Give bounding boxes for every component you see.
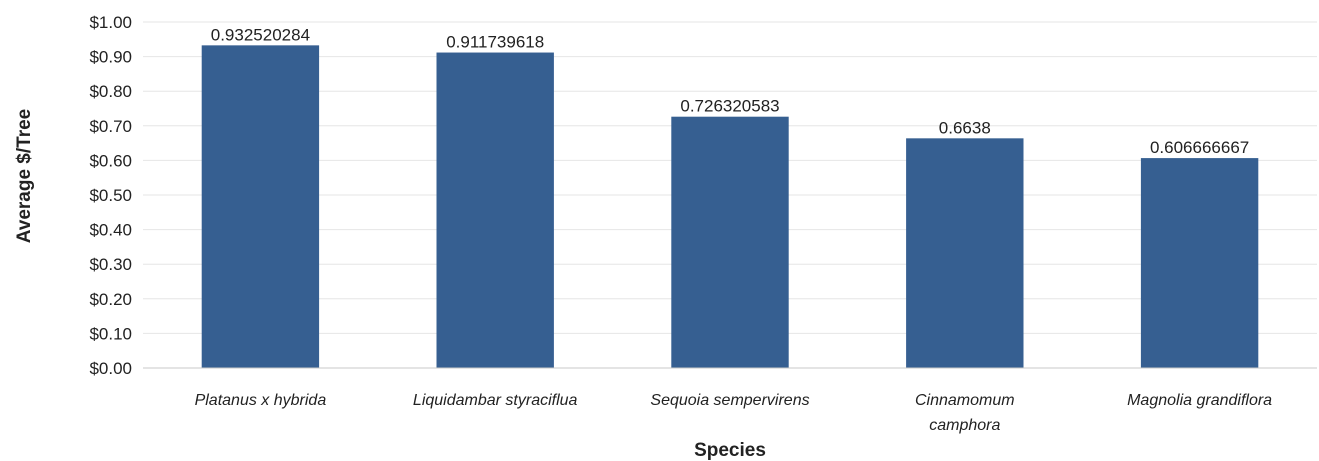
bar [201, 45, 320, 368]
y-axis-title: Average $/Tree [14, 109, 35, 244]
data-label: 0.726320583 [680, 97, 779, 116]
data-label: 0.6638 [939, 118, 991, 137]
data-label: 0.932520284 [211, 25, 310, 44]
x-axis-title: Species [694, 440, 766, 461]
x-axis-categories: Platanus x hybrida Liquidambar styraciflu… [195, 392, 1273, 434]
y-tick-label: $0.30 [89, 255, 132, 274]
x-category-label: Cinnamomum camphora [915, 392, 1015, 434]
y-tick-label: $0.20 [89, 290, 132, 309]
y-tick-label: $0.90 [89, 48, 132, 67]
data-label: 0.911739618 [446, 33, 544, 52]
bar [1140, 158, 1259, 368]
y-tick-label: $0.60 [89, 151, 132, 170]
y-tick-label: $0.50 [89, 186, 132, 205]
y-tick-label: $0.00 [89, 359, 132, 378]
x-category-label: Magnolia grandiflora [1127, 392, 1272, 409]
y-axis-ticks: $0.00 $0.10 $0.20 $0.30 $0.40 $0.50 $0.60 $0.70… [89, 13, 132, 378]
bars [201, 45, 1259, 369]
y-tick-label: $0.10 [89, 324, 132, 343]
y-tick-label: $1.00 [89, 13, 132, 32]
x-category-label: Liquidambar styraciflua [413, 392, 578, 409]
y-tick-label: $0.70 [89, 117, 132, 136]
x-category-label: Sequoia sempervirens [650, 392, 809, 409]
bar [906, 138, 1024, 368]
x-category-label: Platanus x hybrida [195, 392, 327, 409]
data-label: 0.606666667 [1150, 138, 1249, 157]
bar [671, 116, 789, 368]
data-labels: 0.932520284 0.911739618 0.726320583 0.6638 0… [211, 25, 1249, 157]
bar [436, 52, 554, 369]
y-tick-label: $0.40 [89, 221, 132, 240]
y-tick-label: $0.80 [89, 82, 132, 101]
